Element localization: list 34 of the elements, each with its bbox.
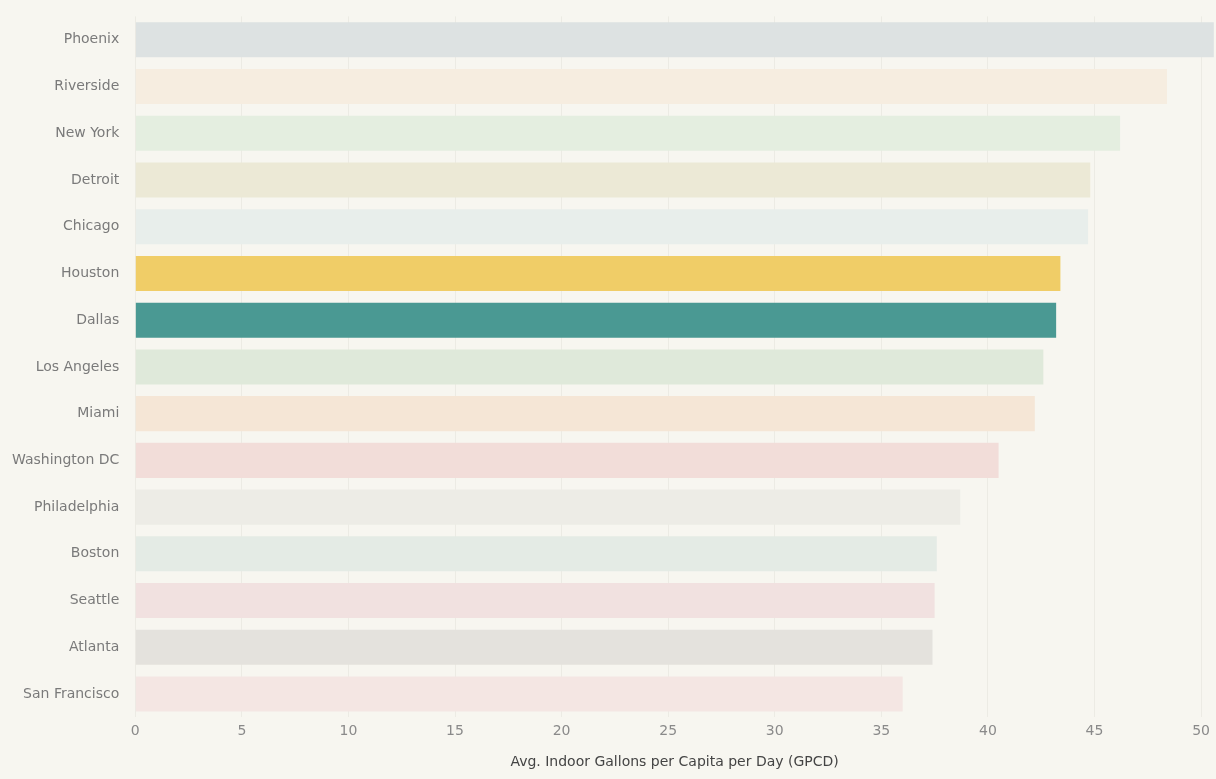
x-tick-label: 25 — [659, 722, 678, 739]
y-tick-label: Los Angeles — [35, 357, 120, 374]
x-tick-label: 5 — [237, 722, 247, 739]
x-tick-label: 45 — [1085, 722, 1104, 739]
x-tick-label: 0 — [130, 722, 140, 739]
x-tick-label: 30 — [765, 722, 784, 739]
bar — [135, 396, 1035, 432]
x-tick-label: 40 — [979, 722, 997, 739]
x-tick-label: 10 — [339, 722, 358, 739]
bar — [135, 22, 1214, 58]
y-tick-label: Washington DC — [12, 451, 120, 468]
y-tick-label: Chicago — [63, 217, 120, 234]
y-tick-label: San Francisco — [23, 684, 120, 701]
bar — [135, 302, 1057, 338]
y-tick-label: Dallas — [76, 310, 120, 327]
x-tick-label: 35 — [872, 722, 891, 739]
y-tick-label: Houston — [61, 264, 120, 281]
y-tick-label: Seattle — [69, 591, 120, 608]
y-tick-label: Detroit — [71, 170, 120, 187]
y-tick-label: Miami — [77, 404, 120, 421]
x-tick-label: 50 — [1192, 722, 1211, 739]
y-tick-label: Philadelphia — [33, 497, 120, 514]
bar — [135, 442, 999, 478]
bar — [135, 349, 1044, 385]
x-axis-title: Avg. Indoor Gallons per Capita per Day (GPCD) — [510, 753, 839, 770]
y-tick-label: Phoenix — [63, 30, 120, 47]
bar — [135, 255, 1061, 291]
x-tick-label: 20 — [552, 722, 571, 739]
y-tick-label: Boston — [70, 544, 120, 561]
x-tick-label: 15 — [446, 722, 464, 739]
y-tick-label: New York — [55, 123, 121, 140]
y-tick-label: Riverside — [54, 77, 120, 94]
bar — [135, 162, 1091, 198]
y-tick-label: Atlanta — [69, 637, 120, 654]
